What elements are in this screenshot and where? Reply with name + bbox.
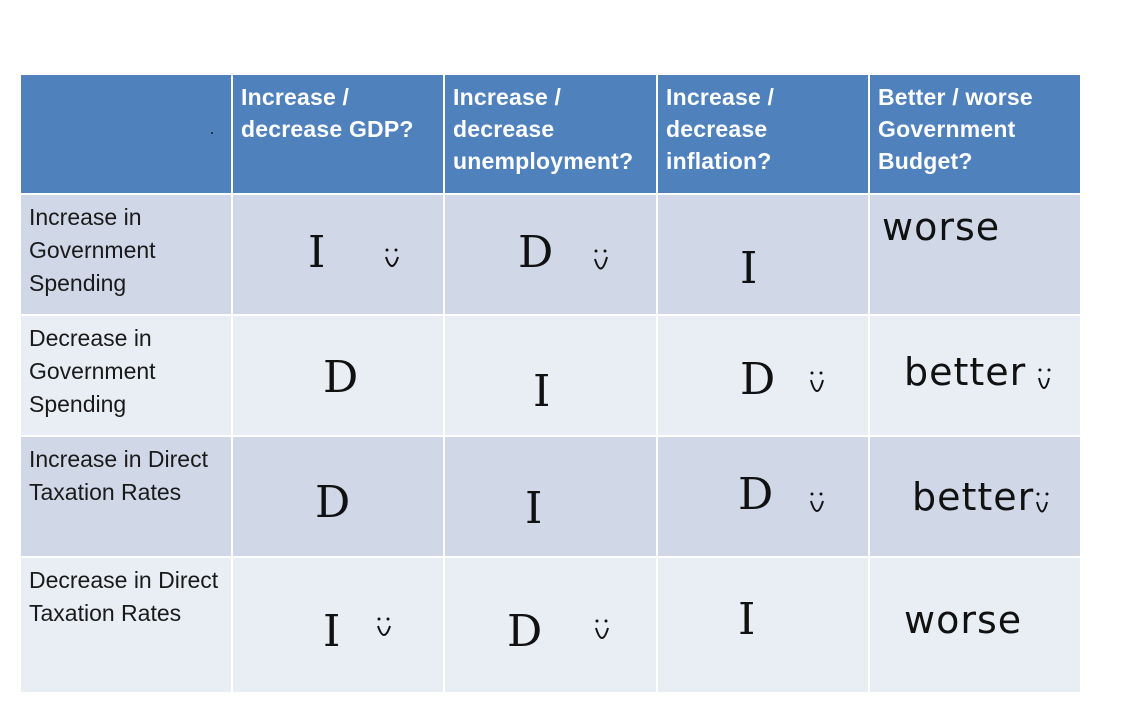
cell-unemployment: I [443,435,658,558]
handwritten-answer: better [912,475,1035,519]
table-row: Decrease in Direct Taxation Rates I D [19,556,1082,694]
smiley-icon [1038,368,1051,389]
smiley-icon [594,249,608,270]
cell-gdp: D [231,435,445,558]
header-inflation: Increase / decrease inflation? [656,73,870,195]
handwritten-answer: D [518,227,554,278]
smiley-icon [385,248,399,267]
handwritten-answer: I [308,227,326,278]
cell-gdp: D [231,314,445,437]
handwritten-answer: worse [904,598,1023,642]
handwritten-answer: D [323,352,359,403]
policy-effects-table-container: Increase / decrease GDP? Increase / decr… [19,73,1082,694]
cell-inflation: D [656,314,870,437]
cell-inflation: D [656,435,870,558]
cell-unemployment: I [443,314,658,437]
cell-gdp: I [231,556,445,694]
handwritten-answer: I [740,243,758,294]
handwritten-answer: I [323,606,341,657]
row-label: Increase in Direct Taxation Rates [19,435,233,558]
smiley-icon [810,371,824,392]
smiley-icon [377,617,391,636]
smiley-icon [810,492,824,512]
header-budget: Better / worse Government Budget? [868,73,1082,195]
stray-dot [211,132,213,134]
cell-gdp: I [231,193,445,316]
handwritten-answer: I [738,594,756,645]
handwritten-answer: D [507,606,543,657]
handwritten-answer: I [533,366,551,417]
handwritten-answer: better [904,350,1027,394]
row-label: Decrease in Government Spending [19,314,233,437]
table-row: Increase in Government Spending I D [19,193,1082,316]
header-gdp: Increase / decrease GDP? [231,73,445,195]
handwritten-answer: D [740,354,776,405]
handwritten-answer: worse [882,205,1001,249]
handwritten-answer: I [525,483,543,534]
cell-budget: worse [868,193,1082,316]
cell-budget: better [868,314,1082,437]
handwritten-answer: D [738,469,774,520]
table-row: Decrease in Government Spending D I D be… [19,314,1082,437]
cell-unemployment: D [443,193,658,316]
table-row: Increase in Direct Taxation Rates D I D … [19,435,1082,558]
row-label: Increase in Government Spending [19,193,233,316]
cell-inflation: I [656,556,870,694]
smiley-icon [595,619,609,639]
header-row: Increase / decrease GDP? Increase / decr… [19,73,1082,195]
handwritten-answer: D [315,477,351,528]
header-unemployment: Increase / decrease unemployment? [443,73,658,195]
header-corner [19,73,233,195]
cell-budget: worse [868,556,1082,694]
cell-unemployment: D [443,556,658,694]
cell-budget: better [868,435,1082,558]
smiley-icon [1036,492,1049,513]
policy-effects-table: Increase / decrease GDP? Increase / decr… [19,73,1082,694]
cell-inflation: I [656,193,870,316]
row-label: Decrease in Direct Taxation Rates [19,556,233,694]
